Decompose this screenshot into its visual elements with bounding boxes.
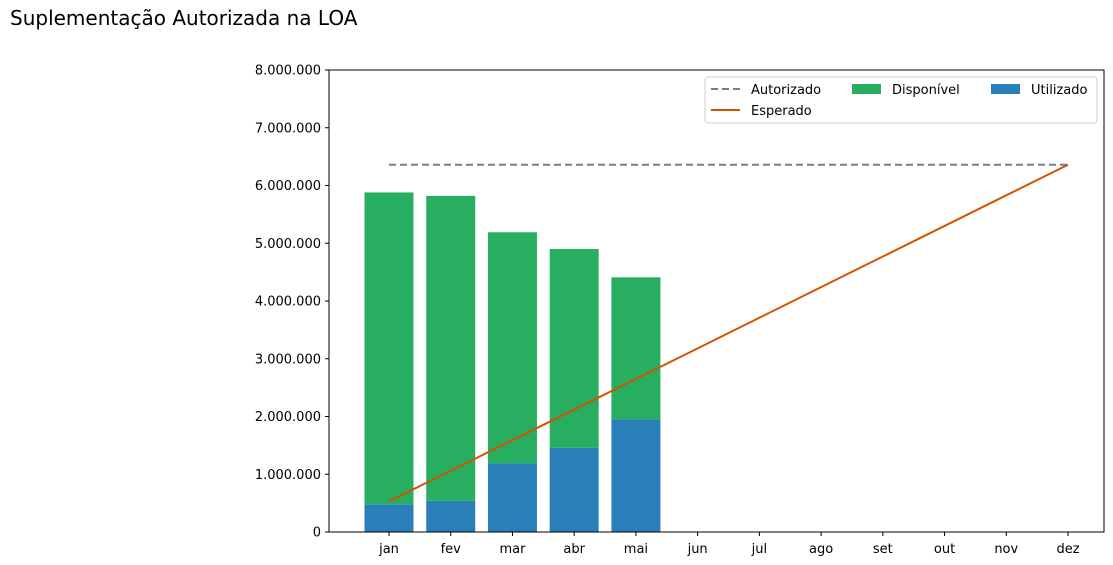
y-tick-label: 1.000.000 [255,468,321,483]
y-tick-label: 0 [313,526,321,541]
x-tick-label: nov [994,542,1018,557]
line-esperado [388,163,1069,503]
x-tick-label: abr [563,542,585,557]
legend: Autorizado Disponível Utilizado Esperado [704,76,1098,124]
y-tick-label: 7.000.000 [255,121,321,136]
legend-label-autorizado: Autorizado [751,83,821,98]
lines-layer [388,163,1069,503]
bar-disponivel-fev [426,195,476,501]
bar-utilizado-fev [426,500,476,532]
legend-handle-utilizado [991,84,1020,94]
x-tick-label: jul [751,542,767,557]
bar-disponivel-mar [487,232,537,464]
bar-utilizado-mar [487,463,537,532]
legend-label-utilizado: Utilizado [1031,83,1087,98]
chart-title: Suplementação Autorizada na LOA [10,6,358,30]
y-tick-label: 6.000.000 [255,179,321,194]
x-tick-label: out [934,542,955,557]
x-tick-label: mar [499,542,526,557]
legend-handle-disponível [852,84,881,94]
x-tick-label: mai [624,542,648,557]
bar-disponivel-mai [611,277,661,420]
x-axis: jan fev mar abr mai jun jul ago set out nov dez [378,532,1080,557]
y-tick-label: 4.000.000 [255,295,321,310]
bar-disponivel-abr [549,249,599,448]
legend-label-esperado: Esperado [751,104,812,119]
x-tick-label: jun [687,542,708,557]
legend-label-disponível: Disponível [892,83,960,98]
y-tick-label: 2.000.000 [255,410,321,425]
bar-utilizado-mai [611,419,661,532]
bar-utilizado-jan [364,504,414,532]
y-tick-label: 8.000.000 [255,64,321,79]
x-tick-label: dez [1056,542,1079,557]
bars-layer [364,192,661,532]
bar-utilizado-abr [549,447,599,532]
y-tick-label: 3.000.000 [255,352,321,367]
x-tick-label: set [873,542,893,557]
bar-disponivel-jan [364,192,414,505]
x-tick-label: jan [378,542,399,557]
x-tick-label: ago [809,542,833,557]
y-tick-label: 5.000.000 [255,237,321,252]
y-axis: 0 1.000.000 2.000.000 3.000.000 4.000.000 5.0… [255,64,329,541]
x-tick-label: fev [441,542,462,557]
